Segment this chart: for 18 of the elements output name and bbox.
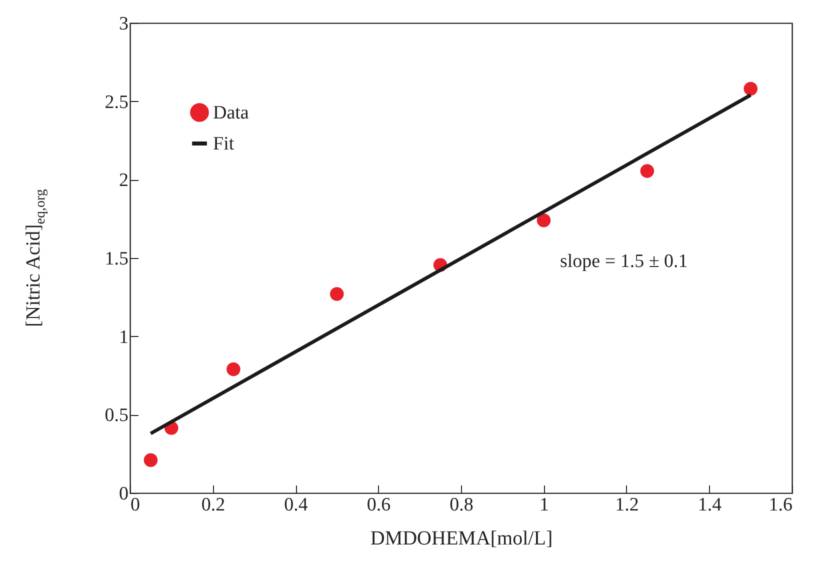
legend-label: Data xyxy=(213,102,250,124)
x-tick-label: 1.2 xyxy=(615,494,639,516)
x-tick-label: 0.6 xyxy=(366,494,391,516)
y-tick-label: 0.5 xyxy=(104,405,128,426)
x-tick-label: 0.2 xyxy=(201,494,226,516)
x-tick-label: 1.6 xyxy=(768,494,792,516)
y-tick-label: 2.5 xyxy=(104,92,128,113)
x-tick-label: 0.4 xyxy=(284,494,308,516)
y-tick-label: 3 xyxy=(119,14,128,34)
annotation: slope = 1.5 ± 0.1 xyxy=(560,251,688,272)
y-tick-label: 1.5 xyxy=(104,248,128,270)
x-axis-title: DMDOHEMA[mol/L] xyxy=(370,528,553,550)
legend-label: Fit xyxy=(213,134,235,154)
x-tick-label: 1 xyxy=(540,494,549,516)
x-tick-label: 0.8 xyxy=(450,494,474,516)
x-tick-label: 1.4 xyxy=(698,494,722,516)
y-tick-label: 1 xyxy=(119,326,128,348)
y-tick-label: 2 xyxy=(119,170,128,192)
